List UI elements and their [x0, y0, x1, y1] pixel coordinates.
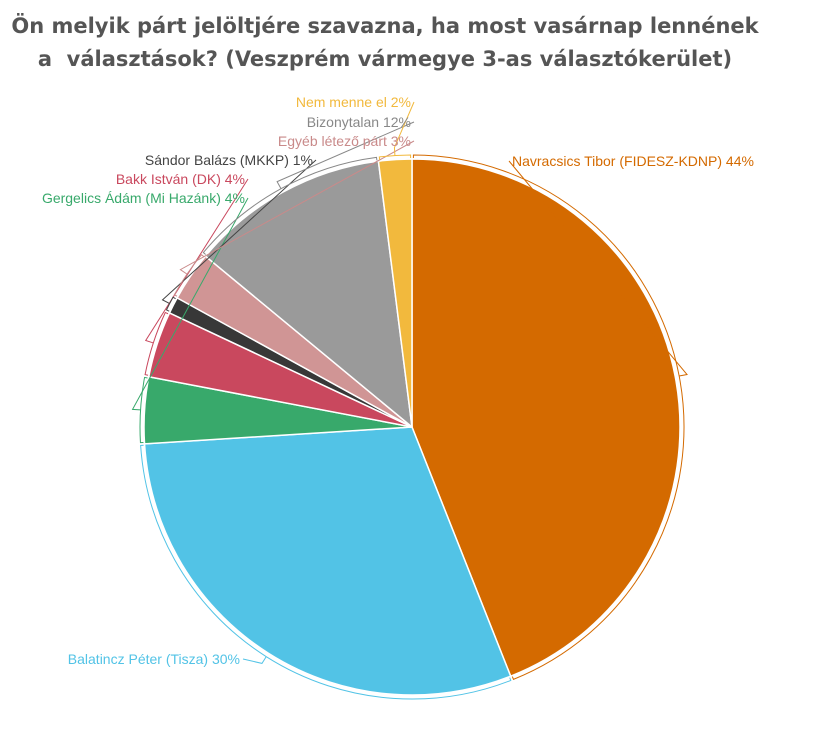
pie-leader-nem-menne-el [393, 101, 415, 156]
pie-bracket-sandor-balazs-mkkp [165, 296, 176, 312]
pie-bracket-nem-menne-el [378, 154, 412, 161]
pie-leader-navracsics-tibor-fidesz-kdnp [508, 160, 688, 377]
pie-label-gergelics-adam-mi-hazank: Gergelics Ádám (Mi Hazánk) 4% [42, 190, 245, 206]
pie-label-balatincz-peter-tisza: Balatincz Péter (Tisza) 30% [68, 651, 240, 667]
pie-label-navracsics-tibor-fidesz-kdnp: Navracsics Tibor (FIDESZ-KDNP) 44% [512, 153, 754, 169]
chart-title: Ön melyik párt jelöltjére szavazna, ha m… [0, 10, 770, 76]
chart-title-line-2: a választások? (Veszprém vármegye 3-as v… [37, 47, 733, 71]
pie-label-bizonytalan: Bizonytalan 12% [307, 114, 411, 130]
pie-leader-bakk-istvan-dk [144, 178, 249, 344]
pie-bracket-navracsics-tibor-fidesz-kdnp [412, 154, 685, 681]
pie-leader-bizonytalan [276, 121, 415, 189]
pie-leader-egyeb-letezo-part [179, 140, 415, 275]
pie-labels: Navracsics Tibor (FIDESZ-KDNP) 44% Balati… [42, 94, 754, 667]
pie-slice-navracsics-tibor-fidesz-kdnp [411, 158, 681, 678]
pie-slices [143, 158, 681, 696]
pie-bracket-gergelics-adam-mi-hazank [139, 376, 148, 444]
pie-slice-balatincz-peter-tisza [143, 426, 512, 696]
pie-label-nem-menne-el: Nem menne el 2% [296, 94, 411, 110]
pie-leader-gergelics-adam-mi-hazank [131, 197, 249, 411]
chart-title-line-1: Ön melyik párt jelöltjére szavazna, ha m… [11, 14, 759, 38]
pie-label-sandor-balazs-mkkp: Sándor Balázs (MKKP) 1% [145, 152, 313, 168]
pie-leader-balatincz-peter-tisza [242, 656, 267, 664]
pie-label-bakk-istvan-dk: Bakk István (DK) 4% [116, 171, 245, 187]
pie-leader-sandor-balazs-mkkp [161, 159, 317, 304]
pie-leader-lines [131, 101, 688, 700]
pie-bracket-bakk-istvan-dk [144, 311, 169, 376]
pie-bracket-balatincz-peter-tisza [140, 444, 512, 700]
pie-label-egyeb-letezo-part: Egyéb létező párt 3% [278, 133, 411, 149]
pie-bracket-bizonytalan [202, 156, 378, 255]
